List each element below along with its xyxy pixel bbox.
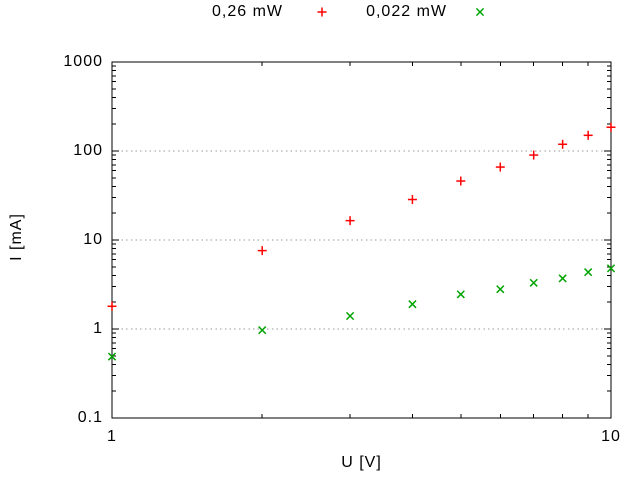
data-point-cross: [558, 274, 567, 283]
cross-marker-stroke: [456, 290, 465, 299]
data-point-cross: [496, 285, 505, 294]
cross-marker-stroke: [558, 274, 567, 283]
data-point-cross: [606, 264, 616, 273]
legend-marker-cross: [475, 7, 485, 17]
cross-marker-stroke: [606, 264, 616, 273]
cross-marker-stroke: [107, 352, 117, 361]
y-tick-label: 10: [83, 231, 103, 248]
cross-marker-stroke: [584, 268, 593, 277]
x-tick-label: 1: [107, 428, 117, 445]
legend-marker-plus: [317, 7, 327, 17]
legend-entry-label: 0,022 mW: [366, 3, 447, 20]
legend-entry-label: 0,26 mW: [211, 3, 283, 20]
data-point-plus: [407, 195, 417, 205]
data-point-plus: [529, 150, 539, 160]
cross-marker-stroke: [475, 7, 485, 17]
data-point-cross: [107, 352, 117, 361]
data-point-cross: [584, 268, 593, 277]
data-point-plus: [606, 122, 616, 132]
y-tick-label: 0.1: [77, 409, 103, 426]
cross-marker-stroke: [496, 285, 505, 294]
y-tick-label: 100: [73, 142, 103, 159]
data-point-plus: [257, 246, 267, 256]
cross-marker-stroke: [529, 278, 538, 287]
data-point-plus: [583, 130, 593, 140]
y-tick-label: 1: [93, 320, 103, 337]
data-point-plus: [456, 176, 466, 186]
x-axis-title: U [V]: [341, 454, 382, 471]
x-tick-label: 10: [601, 428, 621, 445]
cross-marker-stroke: [345, 311, 355, 321]
data-point-cross: [258, 326, 267, 335]
data-point-plus: [558, 139, 568, 149]
data-point-cross: [529, 278, 538, 287]
data-point-cross: [456, 290, 465, 299]
cross-marker-stroke: [258, 326, 267, 335]
data-point-plus: [495, 162, 505, 172]
data-point-plus: [107, 301, 117, 311]
y-tick-label: 1000: [63, 53, 103, 70]
data-point-plus: [345, 216, 355, 226]
data-point-cross: [408, 300, 417, 309]
data-point-cross: [345, 311, 355, 321]
cross-marker-stroke: [408, 300, 417, 309]
